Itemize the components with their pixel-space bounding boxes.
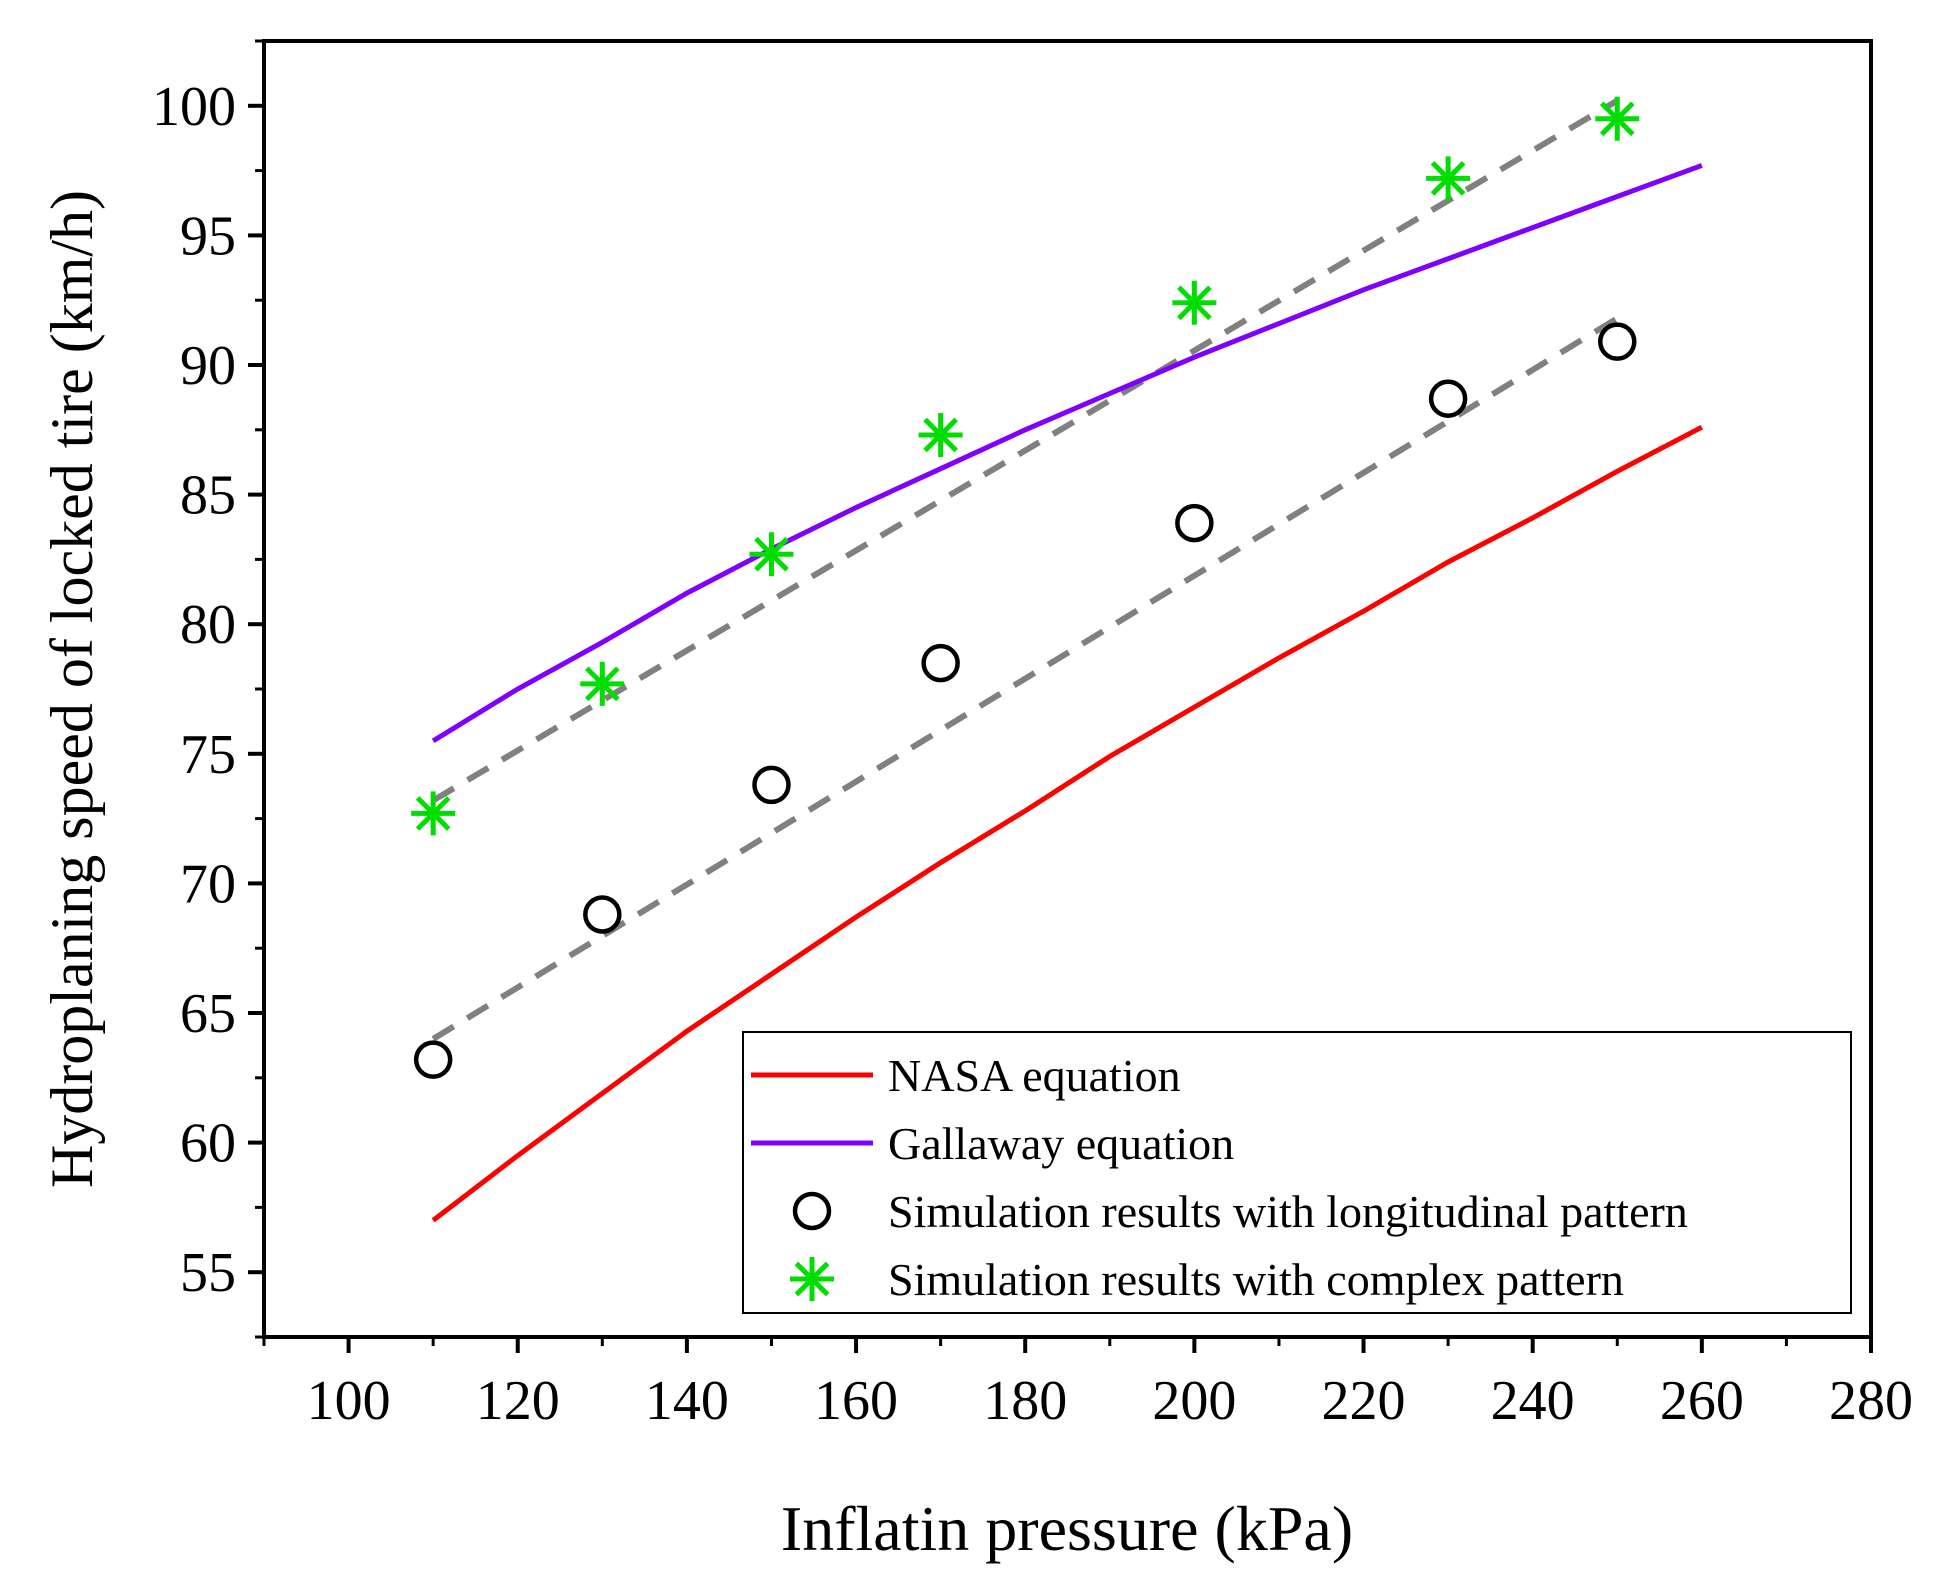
x-tick-label: 220 — [1322, 1370, 1406, 1432]
x-tick-label: 280 — [1829, 1370, 1913, 1432]
x-tick-label: 180 — [983, 1370, 1067, 1432]
y-axis-title: Hydroplaning speed of locked tire (km/h) — [39, 190, 105, 1188]
x-tick-label: 120 — [476, 1370, 560, 1432]
legend-label: Simulation results with longitudinal pat… — [888, 1186, 1688, 1237]
x-tick-label: 100 — [307, 1370, 391, 1432]
y-tick-label: 95 — [180, 205, 236, 267]
longitudinal-point — [921, 643, 960, 683]
longitudinal-point — [1175, 503, 1214, 543]
x-axis-title: Inflatin pressure (kPa) — [781, 1493, 1353, 1564]
gallaway-curve — [431, 163, 1703, 743]
legend: NASA equation Gallaway equation Simulation… — [742, 1031, 1852, 1314]
longitudinal-point — [1598, 322, 1637, 361]
legend-label: Gallaway equation — [888, 1118, 1234, 1169]
legend-label: Simulation results with complex pattern — [888, 1254, 1624, 1305]
legend-swatch — [792, 1191, 832, 1231]
x-tick-label: 200 — [1152, 1370, 1236, 1432]
y-tick-label: 100 — [152, 76, 236, 138]
y-tick-label: 65 — [180, 983, 236, 1045]
legend-swatch — [790, 1257, 834, 1301]
legend-label: NASA equation — [888, 1050, 1181, 1101]
longitudinal-point — [583, 895, 622, 934]
legend-box — [742, 1031, 1852, 1314]
y-tick-label: 85 — [180, 465, 236, 527]
y-tick-label: 60 — [180, 1113, 236, 1175]
linear-fit-line — [431, 315, 1619, 1042]
complex-point — [749, 532, 794, 577]
y-tick-label: 70 — [180, 853, 236, 915]
y-tick-label: 55 — [180, 1242, 236, 1304]
complex-point — [411, 791, 456, 836]
x-tick-label: 140 — [645, 1370, 729, 1432]
complex-point — [1595, 96, 1640, 141]
complex-point — [580, 661, 625, 706]
y-tick-label: 75 — [180, 724, 236, 786]
x-tick-label: 260 — [1660, 1370, 1744, 1432]
nasa-curve — [431, 424, 1703, 1223]
complex-point — [918, 412, 963, 457]
y-tick-label: 80 — [180, 594, 236, 656]
complex-point — [1426, 156, 1471, 201]
complex-point — [1172, 280, 1217, 325]
linear-fit-line — [431, 98, 1619, 804]
x-tick-label: 240 — [1491, 1370, 1575, 1432]
x-tick-label: 160 — [814, 1370, 898, 1432]
longitudinal-point — [1428, 379, 1468, 418]
longitudinal-point — [413, 1040, 453, 1079]
y-tick-label: 90 — [180, 335, 236, 397]
longitudinal-point — [752, 765, 791, 805]
